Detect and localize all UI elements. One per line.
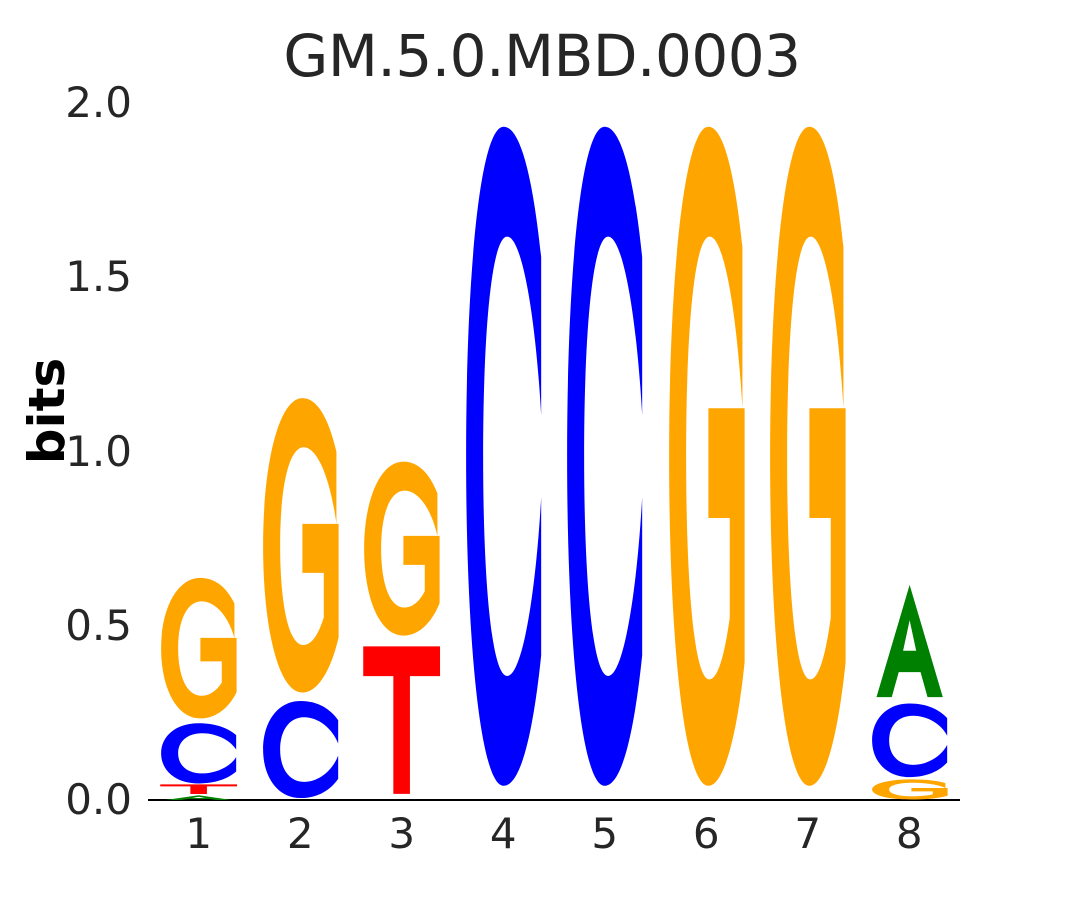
logo-letter-c xyxy=(155,722,242,785)
y-tick-label: 2.0 xyxy=(65,78,132,127)
logo-stack xyxy=(663,103,750,800)
logo-letter-a xyxy=(866,580,953,702)
logo-letter-c xyxy=(866,702,953,779)
logo-letter-t xyxy=(358,640,445,800)
logo-letter-g xyxy=(866,779,953,800)
x-tick-label: 2 xyxy=(286,809,314,858)
logo-letter-g xyxy=(358,458,445,639)
x-tick-label: 3 xyxy=(388,809,416,858)
y-tick-label: 1.0 xyxy=(65,426,132,476)
logo-stack xyxy=(155,103,242,800)
logo-letter-g xyxy=(257,392,344,699)
logo-stack xyxy=(460,103,547,800)
x-tick-label: 5 xyxy=(591,809,619,858)
logo-letter-c xyxy=(561,113,648,800)
x-tick-label: 4 xyxy=(489,809,517,858)
logo-stack xyxy=(358,103,445,800)
logo-plot-area xyxy=(148,103,960,800)
y-tick-label: 1.5 xyxy=(65,252,132,302)
logo-letter-c xyxy=(460,113,547,800)
x-tick-label: 1 xyxy=(185,809,213,858)
logo-letter-c xyxy=(257,699,344,800)
y-axis-tick-labels: 2.0 1.5 1.0 0.5 0.0 xyxy=(0,0,132,900)
y-tick-label: 0.0 xyxy=(65,775,132,824)
logo-stack xyxy=(866,103,953,800)
chart-title-text: GM.5.0.MBD.0003 xyxy=(283,22,801,90)
logo-letter-g xyxy=(764,113,851,800)
x-axis-baseline xyxy=(148,799,960,801)
x-tick-label: 7 xyxy=(794,809,822,858)
y-tick-label: 0.5 xyxy=(65,600,132,650)
logo-stack xyxy=(257,103,344,800)
x-tick-label: 6 xyxy=(692,809,720,858)
logo-letter-g xyxy=(155,575,242,721)
x-tick-label: 8 xyxy=(895,809,923,858)
x-axis-tick-labels: 1 2 3 4 5 6 7 8 xyxy=(148,809,960,872)
logo-letter-a xyxy=(155,794,242,800)
logo-stack xyxy=(764,103,851,800)
logo-stack xyxy=(561,103,648,800)
logo-letter-g xyxy=(663,113,750,800)
page-title: GM.5.0.MBD.0003 xyxy=(0,22,1080,90)
logo-letter-t xyxy=(155,784,242,795)
